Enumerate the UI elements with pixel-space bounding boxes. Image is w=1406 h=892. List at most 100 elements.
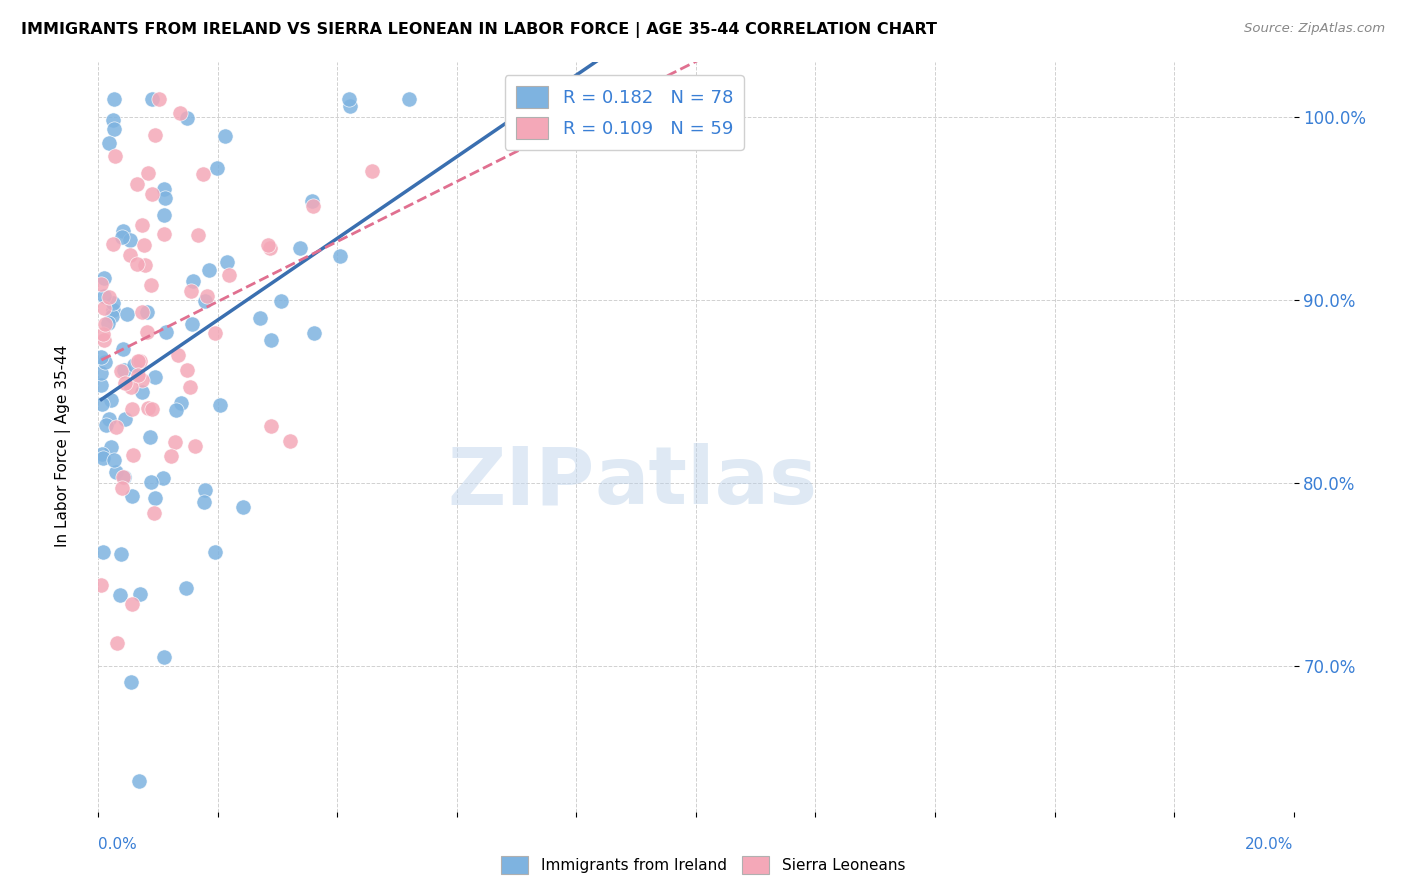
- Point: [398, 92, 420, 106]
- Point: [120, 379, 142, 393]
- Point: [131, 373, 153, 387]
- Point: [104, 419, 127, 434]
- Point: [193, 494, 215, 508]
- Point: [101, 237, 124, 252]
- Point: [214, 129, 236, 144]
- Point: [90, 366, 112, 380]
- Point: [136, 304, 159, 318]
- Point: [143, 369, 166, 384]
- Point: [90, 578, 112, 592]
- Point: [114, 376, 136, 391]
- Point: [101, 303, 124, 318]
- Point: [193, 167, 215, 181]
- Point: [91, 326, 114, 341]
- Point: [127, 368, 149, 382]
- Point: [194, 294, 217, 309]
- Text: 0.0%: 0.0%: [98, 837, 138, 852]
- Point: [139, 429, 162, 443]
- Point: [98, 411, 121, 425]
- Point: [104, 149, 127, 163]
- Point: [181, 274, 204, 288]
- Point: [131, 384, 153, 399]
- Point: [135, 325, 157, 339]
- Point: [128, 774, 150, 789]
- Point: [93, 270, 115, 285]
- Point: [121, 401, 143, 416]
- Point: [131, 305, 153, 319]
- Point: [165, 402, 187, 417]
- Point: [304, 326, 326, 340]
- Point: [101, 309, 124, 323]
- Point: [145, 128, 167, 143]
- Point: [132, 237, 155, 252]
- Point: [94, 317, 117, 331]
- Point: [153, 227, 176, 242]
- Point: [120, 675, 142, 690]
- Point: [136, 166, 159, 180]
- Point: [103, 92, 125, 106]
- Point: [361, 163, 384, 178]
- Point: [129, 587, 152, 601]
- Point: [121, 489, 143, 503]
- Point: [153, 208, 176, 222]
- Point: [97, 290, 120, 304]
- Point: [112, 224, 135, 238]
- Text: atlas: atlas: [595, 443, 817, 521]
- Point: [249, 311, 271, 326]
- Point: [118, 248, 141, 262]
- Point: [125, 178, 148, 192]
- Point: [100, 440, 122, 454]
- Point: [215, 255, 238, 269]
- Point: [142, 506, 165, 520]
- Point: [91, 545, 114, 559]
- Point: [166, 348, 188, 362]
- Point: [139, 475, 162, 490]
- Point: [90, 378, 112, 392]
- Point: [136, 401, 159, 416]
- Point: [128, 353, 150, 368]
- Point: [153, 182, 176, 196]
- Point: [93, 289, 115, 303]
- Point: [176, 363, 198, 377]
- Point: [148, 92, 170, 106]
- Point: [90, 448, 112, 462]
- Point: [193, 483, 215, 497]
- Text: Source: ZipAtlas.com: Source: ZipAtlas.com: [1244, 22, 1385, 36]
- Point: [110, 364, 132, 378]
- Point: [110, 481, 132, 495]
- Point: [90, 351, 112, 365]
- Point: [104, 465, 127, 479]
- Point: [184, 439, 207, 453]
- Point: [180, 285, 202, 299]
- Point: [155, 191, 177, 205]
- Point: [90, 277, 112, 291]
- Point: [195, 289, 218, 303]
- Point: [121, 598, 143, 612]
- Point: [155, 325, 177, 339]
- Point: [165, 435, 187, 450]
- Point: [259, 241, 281, 255]
- Point: [257, 238, 280, 252]
- Point: [176, 581, 198, 595]
- Point: [114, 470, 136, 484]
- Point: [111, 229, 134, 244]
- Point: [112, 343, 135, 357]
- Point: [90, 397, 112, 411]
- Point: [260, 419, 283, 434]
- Point: [94, 355, 117, 369]
- Point: [179, 380, 201, 394]
- Legend: R = 0.182   N = 78, R = 0.109   N = 59: R = 0.182 N = 78, R = 0.109 N = 59: [505, 75, 744, 150]
- Point: [94, 417, 117, 432]
- Point: [111, 470, 134, 484]
- Point: [141, 92, 163, 106]
- Point: [181, 317, 204, 331]
- Point: [120, 233, 142, 247]
- Point: [93, 301, 115, 316]
- Point: [114, 412, 136, 426]
- Point: [93, 333, 115, 347]
- Point: [105, 636, 128, 650]
- Text: IMMIGRANTS FROM IRELAND VS SIERRA LEONEAN IN LABOR FORCE | AGE 35-44 CORRELATION: IMMIGRANTS FROM IRELAND VS SIERRA LEONEA…: [21, 22, 936, 38]
- Point: [218, 268, 240, 283]
- Point: [259, 333, 281, 347]
- Text: In Labor Force | Age 35-44: In Labor Force | Age 35-44: [55, 345, 72, 547]
